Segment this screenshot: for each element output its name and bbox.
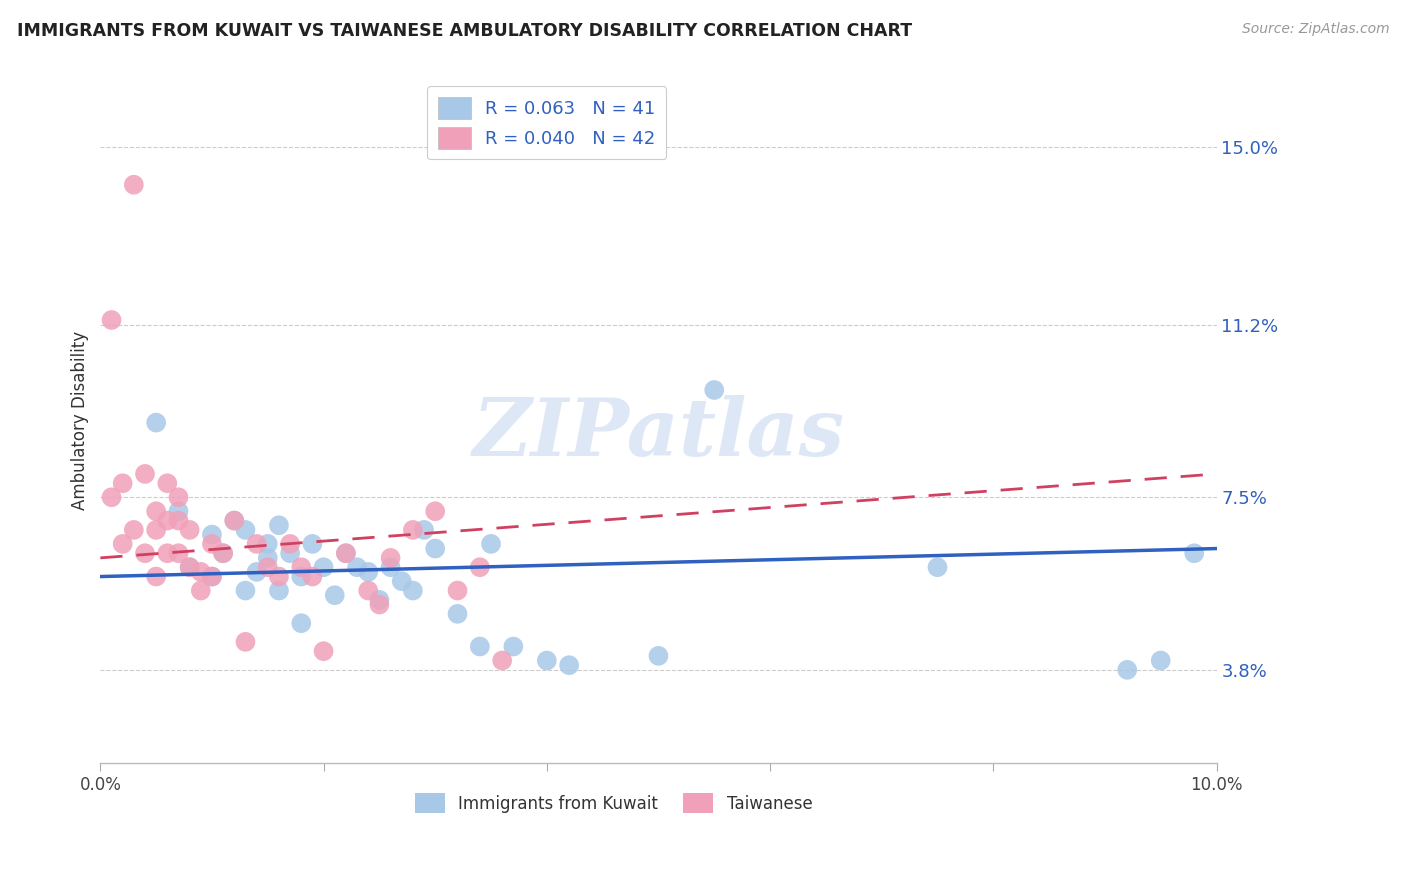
Point [502, 640, 524, 654]
Point [703, 383, 725, 397]
Point [558, 658, 581, 673]
Text: ZIPatlas: ZIPatlas [472, 395, 845, 473]
Point [246, 565, 269, 579]
Point [425, 504, 447, 518]
Point [201, 537, 224, 551]
Point [312, 644, 335, 658]
Point [111, 537, 134, 551]
Point [100, 313, 122, 327]
Point [134, 546, 156, 560]
Point [290, 616, 312, 631]
Point [391, 574, 413, 589]
Point [235, 635, 257, 649]
Point [491, 653, 513, 667]
Point [335, 546, 357, 560]
Point [413, 523, 436, 537]
Point [145, 416, 167, 430]
Point [179, 523, 201, 537]
Point [479, 537, 502, 551]
Point [179, 560, 201, 574]
Point [468, 560, 491, 574]
Point [446, 607, 468, 621]
Point [357, 565, 380, 579]
Point [224, 514, 246, 528]
Point [301, 537, 323, 551]
Point [357, 583, 380, 598]
Point [201, 569, 224, 583]
Point [190, 565, 212, 579]
Point [380, 550, 402, 565]
Point [235, 523, 257, 537]
Point [301, 569, 323, 583]
Point [156, 514, 179, 528]
Point [201, 527, 224, 541]
Point [167, 514, 190, 528]
Point [134, 467, 156, 481]
Point [368, 598, 391, 612]
Point [212, 546, 235, 560]
Point [278, 546, 301, 560]
Point [256, 550, 278, 565]
Point [312, 560, 335, 574]
Point [156, 546, 179, 560]
Point [402, 583, 425, 598]
Point [425, 541, 447, 556]
Text: IMMIGRANTS FROM KUWAIT VS TAIWANESE AMBULATORY DISABILITY CORRELATION CHART: IMMIGRANTS FROM KUWAIT VS TAIWANESE AMBU… [17, 22, 912, 40]
Y-axis label: Ambulatory Disability: Ambulatory Disability [72, 331, 89, 510]
Point [212, 546, 235, 560]
Point [402, 523, 425, 537]
Point [167, 504, 190, 518]
Point [1150, 653, 1173, 667]
Point [927, 560, 949, 574]
Point [368, 592, 391, 607]
Point [267, 518, 290, 533]
Point [647, 648, 669, 663]
Point [224, 514, 246, 528]
Point [335, 546, 357, 560]
Point [380, 560, 402, 574]
Point [167, 490, 190, 504]
Point [256, 560, 278, 574]
Point [145, 523, 167, 537]
Point [323, 588, 346, 602]
Point [122, 178, 145, 192]
Text: Source: ZipAtlas.com: Source: ZipAtlas.com [1241, 22, 1389, 37]
Point [145, 569, 167, 583]
Point [179, 560, 201, 574]
Point [536, 653, 558, 667]
Point [122, 523, 145, 537]
Point [446, 583, 468, 598]
Point [145, 504, 167, 518]
Legend: Immigrants from Kuwait, Taiwanese: Immigrants from Kuwait, Taiwanese [405, 783, 823, 823]
Point [290, 560, 312, 574]
Point [346, 560, 368, 574]
Point [190, 583, 212, 598]
Point [246, 537, 269, 551]
Point [100, 490, 122, 504]
Point [156, 476, 179, 491]
Point [267, 569, 290, 583]
Point [1116, 663, 1139, 677]
Point [235, 583, 257, 598]
Point [290, 569, 312, 583]
Point [167, 546, 190, 560]
Point [468, 640, 491, 654]
Point [278, 537, 301, 551]
Point [201, 569, 224, 583]
Point [267, 583, 290, 598]
Point [256, 537, 278, 551]
Point [111, 476, 134, 491]
Point [1182, 546, 1205, 560]
